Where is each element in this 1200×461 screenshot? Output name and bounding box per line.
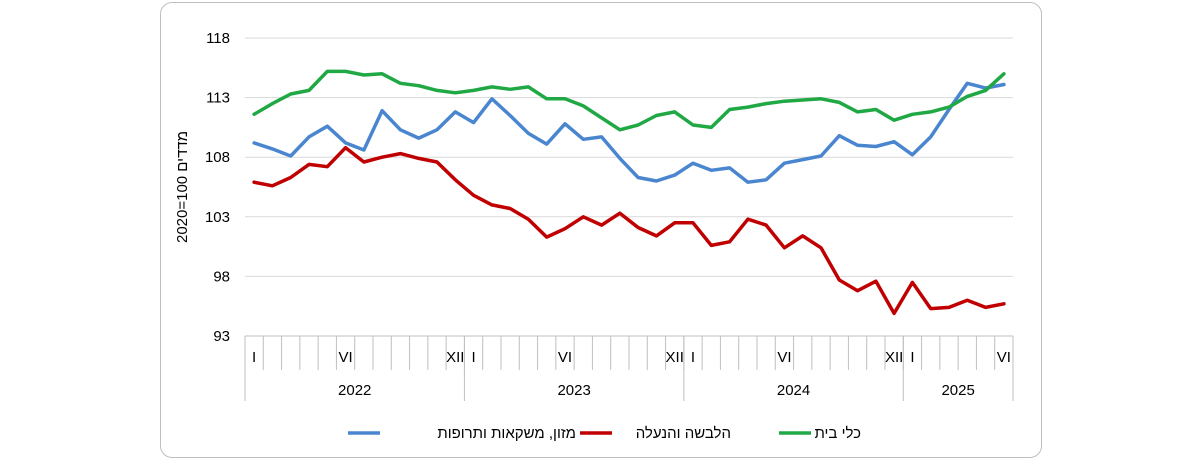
y-tick-label: 103 bbox=[205, 209, 230, 226]
legend-label: מזון, משקאות ותרופות bbox=[437, 425, 576, 442]
x-axis: 2022 2023 2024 2025 I VI XII I VI XII I VI XII I VI bbox=[244, 335, 1014, 401]
series-line bbox=[252, 69, 1006, 132]
series-line bbox=[252, 145, 1006, 316]
month-label: XII bbox=[885, 349, 903, 366]
month-label: I bbox=[252, 349, 256, 366]
year-label: 2023 bbox=[557, 382, 590, 399]
y-tick-label: 98 bbox=[213, 268, 230, 285]
month-label: VI bbox=[997, 349, 1011, 366]
month-label: VI bbox=[558, 349, 572, 366]
month-label: VI bbox=[777, 349, 791, 366]
year-label: 2025 bbox=[941, 382, 974, 399]
year-label: 2022 bbox=[338, 382, 371, 399]
month-label: VI bbox=[338, 349, 352, 366]
y-tick-label: 93 bbox=[213, 328, 230, 345]
month-label: XII bbox=[446, 349, 464, 366]
series-lines bbox=[252, 69, 1006, 316]
y-axis-label: 2020=100 מדדים bbox=[174, 131, 191, 243]
year-label: 2024 bbox=[777, 382, 810, 399]
series-line bbox=[252, 81, 1006, 184]
month-label: I bbox=[691, 349, 695, 366]
y-tick-label: 108 bbox=[205, 149, 230, 166]
legend: מזון, משקאות ותרופות הלבשה והנעלה כלי בית bbox=[348, 425, 861, 442]
grid-lines bbox=[245, 37, 1013, 337]
y-axis-tick-labels: 93 98 103 108 113 118 bbox=[205, 30, 230, 345]
y-tick-label: 118 bbox=[206, 30, 230, 47]
y-tick-label: 113 bbox=[206, 90, 230, 107]
chart-frame bbox=[160, 2, 1042, 458]
legend-label: הלבשה והנעלה bbox=[636, 425, 731, 442]
month-label: I bbox=[910, 349, 914, 366]
legend-label: כלי בית bbox=[814, 425, 861, 442]
month-label: XII bbox=[666, 349, 684, 366]
month-label: I bbox=[471, 349, 475, 366]
